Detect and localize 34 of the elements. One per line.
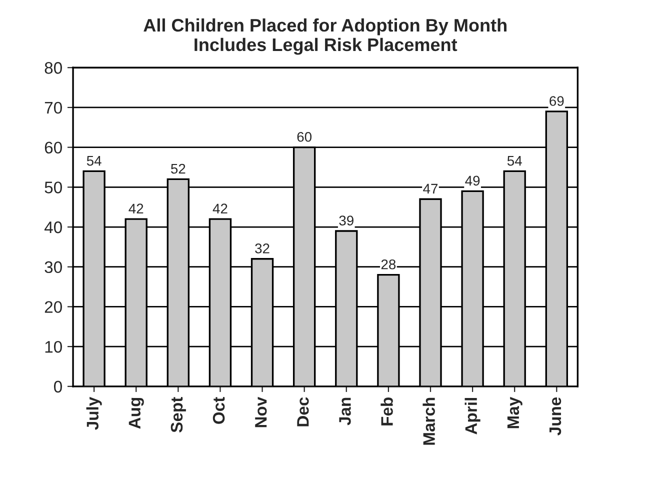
data-label: 42 [212, 204, 228, 214]
x-tick-label: Oct [212, 397, 225, 424]
x-tick-label: Nov [255, 396, 267, 428]
y-tick-label: 70 [44, 102, 62, 114]
y-tick-label: 10 [45, 340, 62, 353]
data-label: 32 [255, 244, 270, 254]
x-tick-label: June [549, 397, 562, 436]
data-label: 54 [507, 156, 522, 166]
x-tick-label: Sept [170, 397, 186, 432]
chart-title: All Children Placed for Adoption By Month Includes Legal Risk Placement [144, 18, 506, 55]
x-tick-label: May [507, 396, 522, 428]
data-label: 69 [550, 96, 564, 106]
data-label: 60 [297, 132, 312, 142]
data-label: 47 [423, 184, 438, 194]
x-tick-label: Jan [339, 398, 351, 426]
y-tick-label: 40 [44, 221, 62, 234]
x-tick-label: April [464, 398, 480, 434]
x-tick-label: Dec [297, 397, 309, 426]
y-tick-label: 0 [54, 380, 62, 393]
data-label: 49 [465, 176, 480, 186]
x-tick-label: March [422, 398, 435, 445]
data-label: 54 [86, 156, 102, 166]
x-tick-label: Feb [380, 397, 393, 426]
data-label: 52 [171, 164, 186, 174]
data-label: 28 [381, 259, 396, 270]
data-label: 42 [128, 204, 144, 214]
y-tick-label: 50 [44, 182, 62, 194]
y-tick-label: 20 [44, 301, 62, 313]
y-tick-label: 30 [44, 261, 62, 274]
y-tick-label: 80 [44, 62, 62, 74]
x-tick-label: Aug [128, 398, 144, 429]
x-tick-label: July [86, 396, 102, 430]
data-label: 39 [339, 216, 354, 226]
y-tick-label: 60 [44, 142, 62, 154]
